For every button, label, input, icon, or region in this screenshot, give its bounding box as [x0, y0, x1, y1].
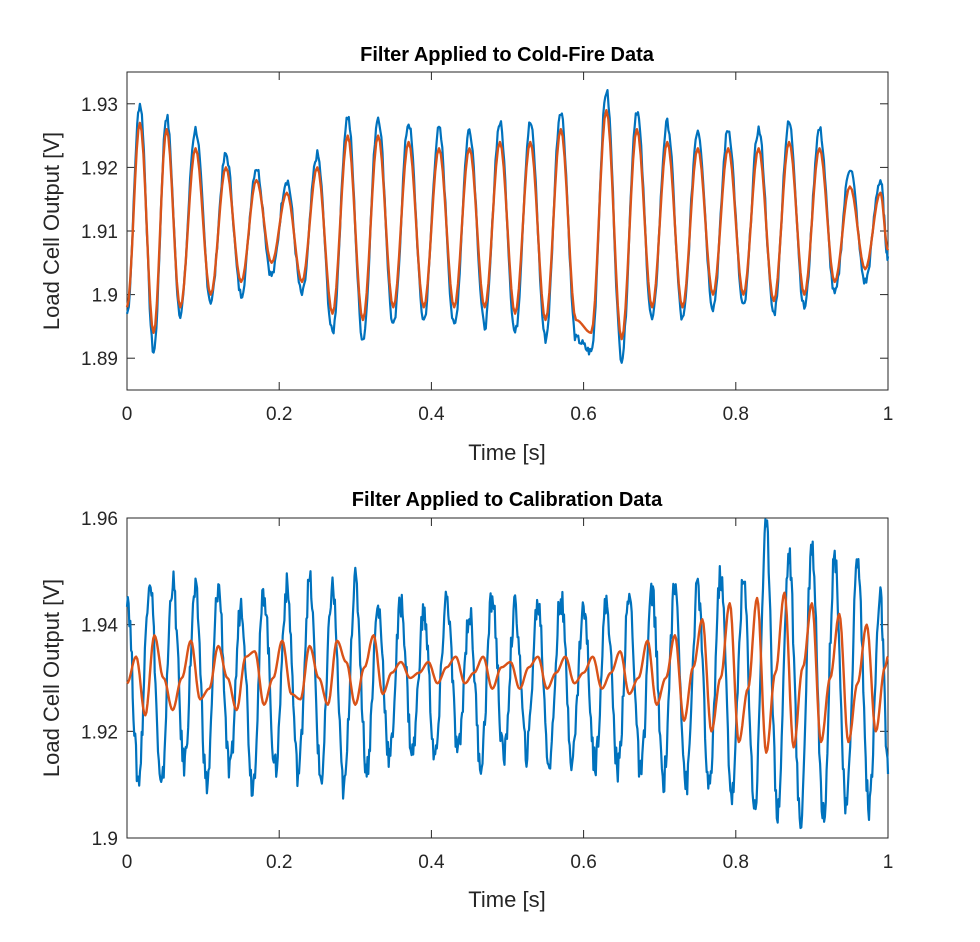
x-tick-label: 0.4 — [418, 404, 445, 425]
x-tick-label: 0.2 — [266, 852, 292, 873]
axis-ticks: 0 0.2 0.4 0.6 0.8 1 1.9 1.92 1.94 1.96 — [81, 509, 893, 873]
x-tick-label: 0.4 — [418, 852, 445, 873]
y-tick-label: 1.92 — [81, 158, 118, 179]
plot-lines — [125, 518, 890, 830]
x-tick-label: 1 — [883, 404, 894, 425]
x-axis-label: Time [s] — [468, 440, 545, 465]
y-tick-label: 1.9 — [92, 829, 118, 850]
raw-signal-line — [125, 518, 890, 830]
x-tick-label: 0.6 — [570, 852, 596, 873]
plot-lines — [125, 88, 890, 364]
x-axis-label: Time [s] — [468, 887, 545, 912]
y-tick-label: 1.92 — [81, 722, 118, 743]
chart-title: Filter Applied to Calibration Data — [352, 489, 663, 511]
filtered-signal-line — [126, 591, 889, 754]
y-tick-label: 1.9 — [92, 286, 118, 307]
y-tick-label: 1.91 — [81, 222, 118, 243]
x-tick-label: 0.2 — [266, 404, 292, 425]
y-tick-label: 1.89 — [81, 349, 118, 370]
axis-ticks: 0 0.2 0.4 0.6 0.8 1 1.89 1.9 1.91 1.92 1.93 — [81, 72, 893, 425]
x-tick-label: 0 — [122, 852, 133, 873]
x-tick-label: 0.6 — [570, 404, 596, 425]
x-tick-label: 0 — [122, 404, 133, 425]
y-tick-label: 1.93 — [81, 95, 118, 116]
chart-title: Filter Applied to Cold-Fire Data — [360, 44, 655, 66]
y-tick-label: 1.96 — [81, 509, 118, 530]
x-tick-label: 0.8 — [723, 404, 749, 425]
chart-cold-fire: Filter Applied to Cold-Fire Data 0 0.2 0.4… — [39, 44, 893, 465]
y-axis-label: Load Cell Output [V] — [39, 579, 64, 777]
y-axis-label: Load Cell Output [V] — [39, 132, 64, 330]
y-tick-label: 1.94 — [81, 616, 118, 637]
filtered-signal-line — [125, 108, 890, 341]
chart-calibration: Filter Applied to Calibration Data 0 0.2 0… — [39, 489, 893, 912]
x-tick-label: 0.8 — [723, 852, 749, 873]
x-tick-label: 1 — [883, 852, 894, 873]
plot-area-frame — [126, 517, 889, 839]
